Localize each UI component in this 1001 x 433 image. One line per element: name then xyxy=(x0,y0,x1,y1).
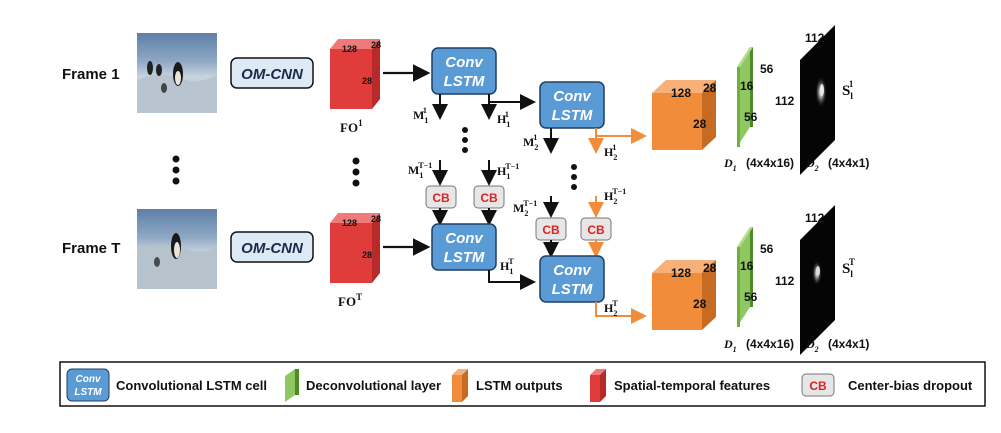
svg-text:LSTM: LSTM xyxy=(444,249,485,266)
d2-dims-t1: (4x4x1) xyxy=(828,156,869,170)
frame-T-image xyxy=(137,209,217,289)
red-cube-foT: 128 28 28 xyxy=(330,213,381,283)
svg-text:LSTM: LSTM xyxy=(74,387,102,398)
legend-lstm-out-text: LSTM outputs xyxy=(476,378,563,393)
d2-dims-tT: (4x4x1) xyxy=(828,337,869,351)
svg-text:CB: CB xyxy=(809,379,827,393)
d2-label-t1: D2 xyxy=(805,156,819,173)
green-dim-a: 16 xyxy=(740,79,754,93)
green-deconv-layer-t1: 16 56 56 xyxy=(737,47,774,147)
d2-label-tT: D2 xyxy=(805,337,819,354)
m1-tm1-label: M1T−1 xyxy=(408,161,432,180)
h2-1-label: H21 xyxy=(604,143,617,162)
saliency-map-t1 xyxy=(800,25,835,175)
conv-lstm-cell-l1-t1: Conv LSTM xyxy=(431,47,497,95)
red-cube-dim-c: 28 xyxy=(362,76,372,86)
green-deconv-layer-tT: 16 56 56 xyxy=(737,227,774,327)
omcnn-box-T: OM-CNN xyxy=(230,231,314,263)
conv-lstm-cell-l2-tT: Conv LSTM xyxy=(539,255,605,303)
svg-text:28: 28 xyxy=(362,250,372,260)
svg-text:Conv: Conv xyxy=(553,88,592,105)
green-dim-c: 56 xyxy=(744,110,758,124)
s-l-1-label: Sl1 xyxy=(842,79,854,101)
svg-text:Conv: Conv xyxy=(445,230,484,247)
legend-cb-text: Center-bias dropout xyxy=(848,378,973,393)
legend-deconv: Deconvolutional layer xyxy=(285,369,441,402)
cb-box-h2: CB xyxy=(580,217,612,241)
svg-text:28: 28 xyxy=(371,214,381,224)
orange-cube-t1: 128 28 28 xyxy=(652,80,717,150)
d1-label-t1: D1 xyxy=(723,156,737,173)
svg-text:56: 56 xyxy=(744,290,758,304)
svg-text:CB: CB xyxy=(432,191,450,205)
svg-text:CB: CB xyxy=(480,191,498,205)
fo1-label: FO1 xyxy=(340,118,363,135)
svg-text:56: 56 xyxy=(760,242,774,256)
foT-label: FOT xyxy=(338,292,362,309)
legend-spatial: Spatial-temporal features xyxy=(590,369,770,402)
orange-cube-dim-b: 28 xyxy=(703,81,717,95)
d1-label-tT: D1 xyxy=(723,337,737,354)
cb-box-m2: CB xyxy=(535,217,567,241)
svg-text:CB: CB xyxy=(542,223,560,237)
h2-tm1-label: H2T−1 xyxy=(604,187,626,206)
ellipsis-frames xyxy=(172,155,180,185)
m1-1-label: M11 xyxy=(413,106,428,125)
legend-lstm-out: LSTM outputs xyxy=(452,369,563,402)
svg-text:128: 128 xyxy=(671,266,691,280)
saliency-map-tT xyxy=(800,205,835,355)
svg-text:CB: CB xyxy=(587,223,605,237)
conv-lstm-cell-l1-tT: Conv LSTM xyxy=(431,223,497,271)
orange-cube-tT: 128 28 28 xyxy=(652,260,717,330)
h1-T-label: H1T xyxy=(500,257,514,276)
s-top-dim-tT: 112 xyxy=(805,211,825,225)
svg-text:LSTM: LSTM xyxy=(552,107,593,124)
frame-1-image xyxy=(137,33,217,113)
svg-text:28: 28 xyxy=(693,297,707,311)
legend-deconv-text: Deconvolutional layer xyxy=(306,378,441,393)
ellipsis-layer1 xyxy=(462,127,468,153)
s-l-T-label: SlT xyxy=(842,257,855,279)
legend-conv-lstm: Conv LSTM Convolutional LSTM cell xyxy=(66,368,267,402)
m2-tm1-label: M2T−1 xyxy=(513,199,537,218)
svg-text:Conv: Conv xyxy=(445,54,484,71)
svg-text:OM-CNN: OM-CNN xyxy=(241,240,304,257)
cb-box-h1: CB xyxy=(473,185,505,209)
red-cube-fo1: 128 28 28 xyxy=(330,39,381,109)
d1-dims-t1: (4x4x16) xyxy=(746,156,794,170)
legend: Conv LSTM Convolutional LSTM cell Deconv… xyxy=(59,361,986,407)
m2-1-label: M21 xyxy=(523,133,538,152)
svg-text:LSTM: LSTM xyxy=(444,73,485,90)
frame-T-label: Frame T xyxy=(62,240,120,257)
ellipsis-layer2 xyxy=(571,164,577,190)
svg-text:OM-CNN: OM-CNN xyxy=(241,66,304,83)
svg-text:16: 16 xyxy=(740,259,754,273)
orange-cube-dim-c: 28 xyxy=(693,117,707,131)
svg-text:128: 128 xyxy=(342,218,357,228)
legend-conv-lstm-text: Convolutional LSTM cell xyxy=(116,378,267,393)
s-side-dim-t1: 112 xyxy=(775,94,795,108)
legend-spatial-text: Spatial-temporal features xyxy=(614,378,770,393)
svg-text:LSTM: LSTM xyxy=(552,281,593,298)
s-top-dim-t1: 112 xyxy=(805,31,825,45)
h1-1-label: H11 xyxy=(497,110,510,129)
s-side-dim-tT: 112 xyxy=(775,274,795,288)
cb-box-m1: CB xyxy=(425,185,457,209)
svg-text:Conv: Conv xyxy=(553,262,592,279)
orange-cube-dim-a: 128 xyxy=(671,86,691,100)
ellipsis-features xyxy=(352,157,360,187)
h2-T-label: H2T xyxy=(604,299,618,318)
legend-cb: CB Center-bias dropout xyxy=(801,373,973,397)
omcnn-box-1: OM-CNN xyxy=(230,57,314,89)
red-cube-dim-a: 128 xyxy=(342,44,357,54)
d1-dims-tT: (4x4x16) xyxy=(746,337,794,351)
svg-text:Conv: Conv xyxy=(76,374,102,385)
conv-lstm-cell-l2-t1: Conv LSTM xyxy=(539,81,605,129)
frame-1-label: Frame 1 xyxy=(62,66,120,83)
red-cube-dim-b: 28 xyxy=(371,40,381,50)
green-dim-b: 56 xyxy=(760,62,774,76)
h1-tm1-label: H1T−1 xyxy=(497,162,519,181)
svg-text:28: 28 xyxy=(703,261,717,275)
